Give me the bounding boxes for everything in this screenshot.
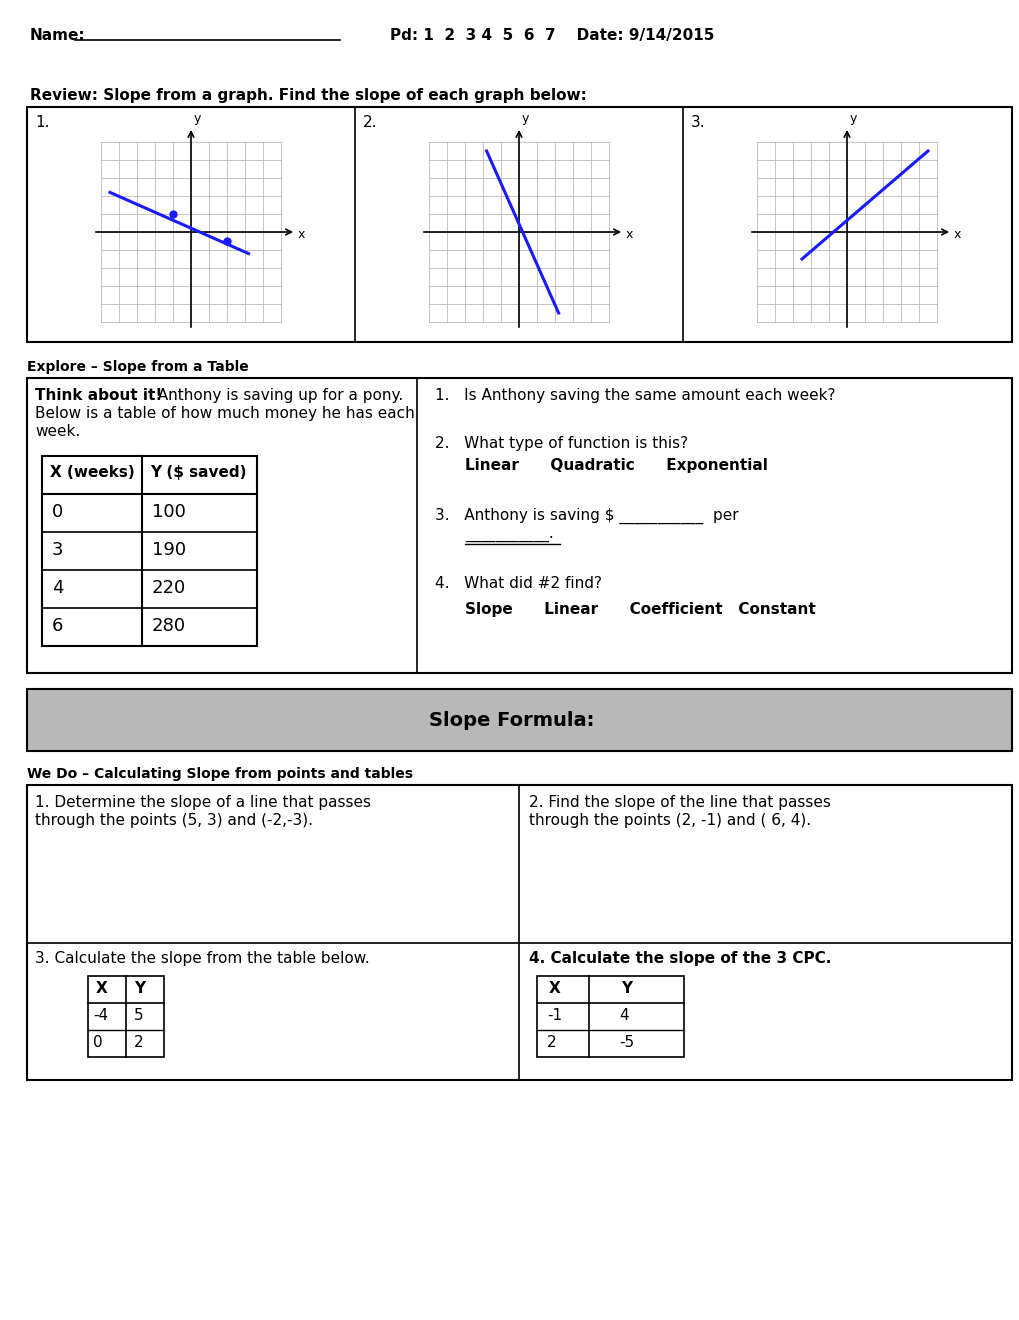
- Text: 2.: 2.: [363, 115, 377, 129]
- Bar: [26, 689, 1011, 751]
- Text: 2.   What type of function is this?: 2. What type of function is this?: [434, 436, 688, 451]
- Text: Anthony is saving up for a pony.: Anthony is saving up for a pony.: [148, 388, 403, 403]
- Text: 2: 2: [133, 1035, 144, 1049]
- Text: x: x: [953, 228, 961, 242]
- Text: week.: week.: [35, 424, 81, 440]
- Text: 3.: 3.: [690, 115, 705, 129]
- Text: Slope      Linear      Coefficient   Constant: Slope Linear Coefficient Constant: [465, 602, 815, 616]
- Bar: [26, 785, 1011, 1080]
- Text: 2. Find the slope of the line that passes: 2. Find the slope of the line that passe…: [529, 795, 830, 810]
- Bar: [26, 378, 1011, 673]
- Text: Pd: 1  2  3 4  5  6  7    Date: 9/14/2015: Pd: 1 2 3 4 5 6 7 Date: 9/14/2015: [389, 28, 713, 44]
- Text: 4.   What did #2 find?: 4. What did #2 find?: [434, 576, 601, 591]
- Text: Explore – Slope from a Table: Explore – Slope from a Table: [26, 360, 249, 374]
- Text: Y: Y: [133, 981, 145, 997]
- Text: 1.: 1.: [35, 115, 50, 129]
- Text: y: y: [522, 112, 529, 125]
- Text: -5: -5: [619, 1035, 634, 1049]
- Bar: [88, 975, 164, 1057]
- Text: 0: 0: [52, 503, 63, 521]
- Text: 3: 3: [52, 541, 63, 558]
- Text: 5: 5: [133, 1008, 144, 1023]
- Text: 0: 0: [93, 1035, 103, 1049]
- Text: X: X: [548, 981, 560, 997]
- Text: Below is a table of how much money he has each: Below is a table of how much money he ha…: [35, 407, 415, 421]
- Text: Linear      Quadratic      Exponential: Linear Quadratic Exponential: [465, 458, 767, 473]
- Text: We Do – Calculating Slope from points and tables: We Do – Calculating Slope from points an…: [26, 767, 413, 781]
- Text: Name:: Name:: [30, 28, 86, 44]
- Text: 4: 4: [52, 579, 63, 597]
- Text: 1.   Is Anthony saving the same amount each week?: 1. Is Anthony saving the same amount eac…: [434, 388, 835, 403]
- Text: 3. Calculate the slope from the table below.: 3. Calculate the slope from the table be…: [35, 950, 370, 966]
- Text: Review: Slope from a graph. Find the slope of each graph below:: Review: Slope from a graph. Find the slo…: [30, 88, 586, 103]
- Text: x: x: [298, 228, 305, 242]
- Text: Slope Formula:: Slope Formula:: [429, 710, 594, 730]
- Bar: [26, 107, 1011, 342]
- Text: ___________.: ___________.: [465, 528, 553, 543]
- Text: 6: 6: [52, 616, 63, 635]
- Bar: [42, 455, 257, 645]
- Text: y: y: [194, 112, 201, 125]
- Text: 3.   Anthony is saving $ ___________  per: 3. Anthony is saving $ ___________ per: [434, 508, 738, 524]
- Text: 280: 280: [152, 616, 185, 635]
- Text: -4: -4: [93, 1008, 108, 1023]
- Text: Y ($ saved): Y ($ saved): [150, 465, 247, 480]
- Text: 4. Calculate the slope of the 3 CPC.: 4. Calculate the slope of the 3 CPC.: [529, 950, 830, 966]
- Text: x: x: [626, 228, 633, 242]
- Bar: [536, 975, 684, 1057]
- Text: Think about it!: Think about it!: [35, 388, 162, 403]
- Text: -1: -1: [546, 1008, 561, 1023]
- Text: 220: 220: [152, 579, 186, 597]
- Text: 4: 4: [619, 1008, 628, 1023]
- Text: X: X: [96, 981, 108, 997]
- Text: y: y: [849, 112, 857, 125]
- Text: through the points (5, 3) and (-2,-3).: through the points (5, 3) and (-2,-3).: [35, 813, 313, 828]
- Text: 1. Determine the slope of a line that passes: 1. Determine the slope of a line that pa…: [35, 795, 371, 810]
- Text: through the points (2, -1) and ( 6, 4).: through the points (2, -1) and ( 6, 4).: [529, 813, 810, 828]
- Text: 2: 2: [546, 1035, 556, 1049]
- Text: X (weeks): X (weeks): [50, 465, 135, 480]
- Text: 100: 100: [152, 503, 185, 521]
- Text: Y: Y: [621, 981, 632, 997]
- Text: 190: 190: [152, 541, 185, 558]
